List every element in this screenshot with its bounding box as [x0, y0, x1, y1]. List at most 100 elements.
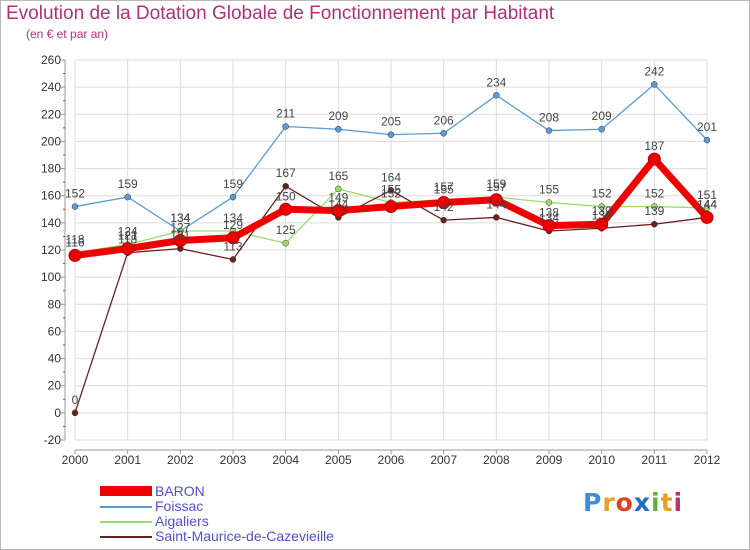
- data-label-aigaliers: 159: [486, 177, 506, 191]
- point-aigaliers: [598, 203, 605, 210]
- point-aigaliers: [545, 199, 553, 206]
- data-label-baron: 157: [486, 180, 506, 194]
- x-tick-label: 2001: [114, 453, 141, 467]
- y-tick-label: 160: [41, 189, 61, 203]
- data-label-baron: 155: [434, 183, 454, 197]
- logo-letter: P: [583, 488, 603, 517]
- data-label-aigaliers: 152: [644, 187, 664, 201]
- legend-label-aigaliers: Aigaliers: [155, 513, 209, 529]
- point-saint-maurice-de-cazevieille: [282, 182, 289, 190]
- point-baron: [68, 248, 82, 262]
- y-tick-label: 60: [48, 324, 62, 338]
- point-baron: [542, 219, 556, 233]
- point-aigaliers: [335, 185, 342, 193]
- data-label-foissac: 209: [592, 109, 612, 123]
- data-label-aigaliers: 151: [697, 188, 717, 202]
- point-baron: [647, 152, 661, 166]
- point-foissac: [598, 125, 605, 133]
- point-foissac: [282, 123, 289, 130]
- legend-swatch-aigaliers: [100, 521, 152, 523]
- point-baron: [384, 200, 398, 214]
- page-title: Evolution de la Dotation Globale de Fonc…: [6, 3, 555, 24]
- point-aigaliers: [651, 203, 658, 210]
- data-label-aigaliers: 134: [170, 211, 190, 225]
- point-foissac: [335, 125, 342, 133]
- x-tick-label: 2009: [536, 453, 563, 467]
- grid: [74, 59, 708, 441]
- logo-letter: i: [651, 488, 661, 517]
- x-tick-label: 2000: [62, 453, 89, 467]
- data-label-saint-maurice-de-cazevieille: 142: [434, 200, 454, 214]
- data-label-aigaliers: 157: [434, 180, 454, 194]
- x-tick-label: 2012: [694, 453, 721, 467]
- point-foissac: [545, 127, 553, 134]
- point-baron: [595, 217, 609, 231]
- point-baron: [489, 193, 503, 207]
- y-tick-label: 220: [41, 107, 61, 121]
- point-saint-maurice-de-cazevieille: [71, 409, 79, 417]
- legend: BARON Foissac Aigaliers Saint-Maurice-de…: [100, 483, 400, 544]
- axes: -20 0 20 40 60 80 100 120 140 160 180 200 220 240 260 2…: [41, 53, 721, 467]
- point-foissac: [387, 131, 395, 138]
- data-label-aigaliers: 165: [328, 169, 348, 183]
- data-label-aigaliers: 155: [381, 183, 401, 197]
- data-label-foissac: 206: [434, 113, 454, 127]
- data-label-baron: 187: [644, 139, 664, 153]
- data-label-saint-maurice-de-cazevieille: 113: [223, 240, 242, 254]
- point-foissac: [229, 193, 237, 201]
- data-label-aigaliers: 134: [223, 211, 243, 225]
- y-tick-label: 20: [48, 379, 62, 393]
- data-label-saint-maurice-de-cazevieille: 134: [539, 211, 559, 225]
- data-label-foissac: 134: [170, 211, 190, 225]
- point-baron: [331, 204, 345, 218]
- point-baron: [437, 196, 451, 209]
- legend-label-foissac: Foissac: [155, 498, 204, 514]
- point-foissac: [124, 193, 131, 201]
- series-layer: [68, 81, 714, 417]
- page-subtitle: (en € et par an): [26, 27, 109, 41]
- point-saint-maurice-de-cazevieille: [387, 187, 395, 194]
- data-label-saint-maurice-de-cazevieille: 136: [592, 208, 612, 222]
- data-label-baron: 152: [381, 187, 401, 201]
- y-tick-label: 100: [41, 270, 61, 284]
- point-saint-maurice-de-cazevieille: [651, 220, 658, 228]
- legend-item-foissac: Foissac: [100, 498, 400, 514]
- data-label-foissac: 201: [697, 120, 717, 134]
- legend-item-saint-maurice: Saint-Maurice-de-Cazevieille: [100, 528, 400, 544]
- point-baron: [700, 210, 714, 224]
- point-baron: [121, 242, 135, 256]
- point-aigaliers: [282, 239, 289, 247]
- y-tick-label: 80: [48, 297, 62, 311]
- data-label-baron: 139: [592, 204, 612, 218]
- logo-letter: o: [615, 488, 634, 517]
- y-tick-label: 140: [41, 216, 61, 230]
- data-label-saint-maurice-de-cazevieille: 164: [381, 170, 401, 184]
- point-saint-maurice-de-cazevieille: [440, 216, 447, 224]
- data-label-foissac: 152: [65, 187, 85, 201]
- data-label-foissac: 208: [539, 111, 559, 125]
- x-tick-label: 2008: [483, 453, 510, 467]
- point-baron: [173, 234, 187, 247]
- y-tick-label: 240: [41, 80, 61, 94]
- x-tick-label: 2002: [167, 453, 194, 467]
- x-tick-label: 2005: [325, 453, 352, 467]
- y-tick-label: 120: [41, 243, 61, 257]
- data-label-baron: 116: [65, 235, 84, 249]
- proxiti-logo: Proxiti: [583, 488, 683, 517]
- data-label-foissac: 205: [381, 115, 401, 129]
- x-tick-label: 2011: [641, 453, 667, 467]
- data-label-baron: 127: [170, 221, 190, 235]
- y-tick-label: 0: [54, 406, 61, 420]
- legend-swatch-foissac: [100, 506, 152, 508]
- y-tick-label: 200: [41, 134, 61, 148]
- data-label-baron: 121: [118, 229, 138, 243]
- data-label-saint-maurice-de-cazevieille: 144: [328, 197, 348, 211]
- y-tick-label: 180: [41, 162, 61, 176]
- data-label-saint-maurice-de-cazevieille: 121: [170, 229, 190, 243]
- data-label-baron: 149: [328, 191, 348, 205]
- logo-letter: i: [673, 488, 684, 517]
- x-tick-label: 2004: [272, 453, 299, 467]
- legend-swatch-saint-maurice: [100, 536, 152, 538]
